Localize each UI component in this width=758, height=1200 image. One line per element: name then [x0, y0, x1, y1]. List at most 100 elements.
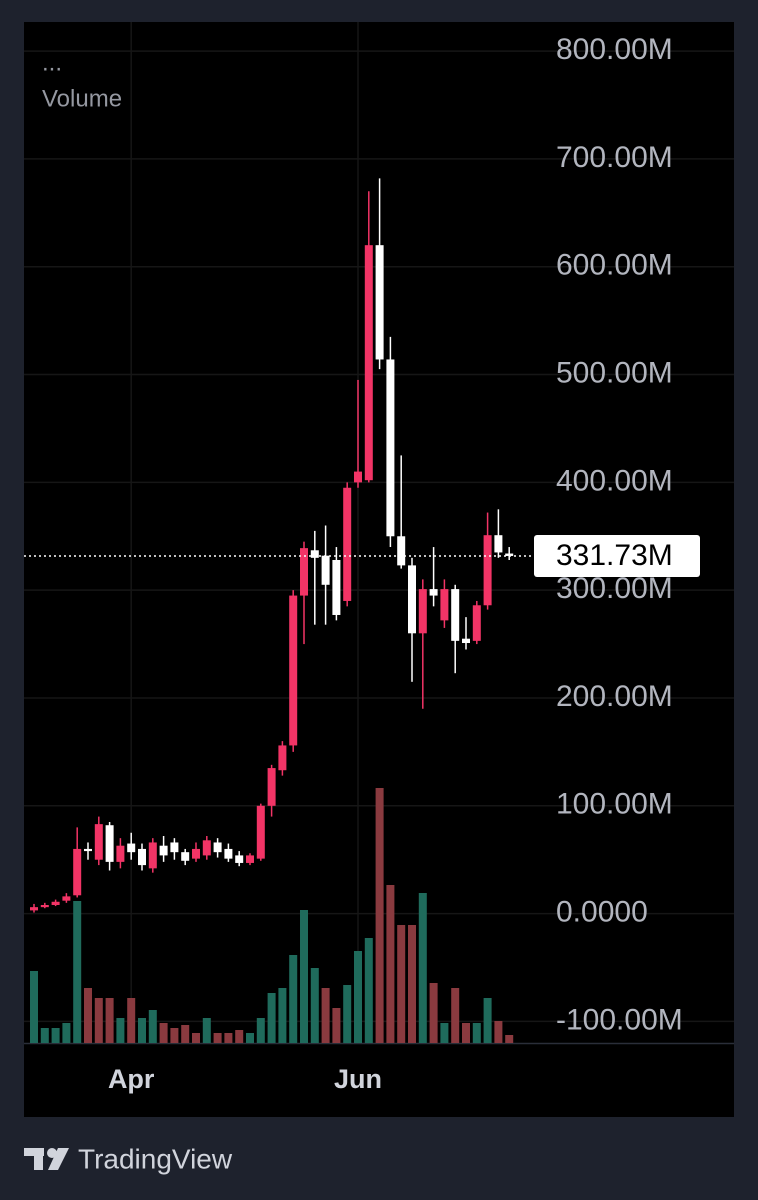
- volume-bars: [30, 788, 514, 1043]
- volume-bar: [213, 1033, 222, 1043]
- candle-body: [159, 845, 168, 856]
- labels: -100.00M 0.0000 100.00M 200.00M 300.00M 400.0…: [108, 33, 700, 1094]
- candle-body: [494, 535, 503, 553]
- volume-bar: [30, 971, 38, 1043]
- candle-body: [148, 842, 157, 869]
- last-price-label: 331.73M: [556, 539, 673, 572]
- volume-bar: [278, 988, 287, 1043]
- volume-bar: [375, 788, 384, 1043]
- volume-bar: [192, 1033, 200, 1043]
- volume-bar: [202, 1018, 211, 1043]
- candle-body: [429, 589, 438, 596]
- candle-body: [138, 848, 146, 866]
- volume-bar: [332, 1008, 341, 1043]
- volume-bar: [386, 885, 395, 1043]
- candle-body: [343, 487, 352, 601]
- candle-body: [440, 589, 449, 621]
- indicator-menu[interactable]: ...: [42, 49, 62, 76]
- volume-bar: [181, 1025, 190, 1043]
- candle-body: [127, 843, 136, 853]
- brand-logo: [24, 1148, 69, 1170]
- volume-bar: [62, 1023, 71, 1043]
- candle-body: [202, 840, 211, 856]
- candle-body: [375, 245, 384, 360]
- candle-body: [181, 852, 190, 861]
- volume-bar: [289, 955, 298, 1043]
- y-tick-label: 200.00M: [556, 680, 673, 713]
- candle-body: [462, 638, 470, 644]
- volume-bar: [418, 893, 427, 1043]
- y-tick-label: 800.00M: [556, 33, 673, 66]
- indicator-name: Volume: [42, 85, 122, 112]
- candle-body: [408, 565, 416, 634]
- candle-body: [386, 359, 395, 537]
- candle-body: [505, 553, 514, 556]
- volume-bar: [148, 1010, 157, 1043]
- volume-bar: [246, 1033, 254, 1043]
- candle-body: [310, 550, 319, 558]
- volume-bar: [397, 925, 406, 1043]
- candle-body: [62, 896, 71, 901]
- y-tick-label: 400.00M: [556, 464, 673, 497]
- candle-body: [116, 845, 125, 862]
- volume-bar: [429, 983, 438, 1043]
- candle-body: [418, 589, 427, 634]
- volume-bar: [321, 988, 330, 1043]
- candle-body: [246, 855, 254, 863]
- candle-body: [300, 548, 308, 596]
- volume-bar: [472, 1023, 481, 1043]
- last-price-badge: [534, 534, 700, 577]
- candle-body: [451, 589, 460, 641]
- candle-body: [267, 768, 276, 806]
- volume-bar: [84, 988, 92, 1043]
- volume-bar: [300, 910, 308, 1043]
- candle-body: [354, 471, 362, 483]
- volume-bar: [159, 1023, 168, 1043]
- volume-bar: [343, 985, 352, 1043]
- volume-bar: [73, 901, 82, 1043]
- volume-bar: [494, 1021, 503, 1043]
- volume-bar: [138, 1018, 146, 1043]
- candle-body: [192, 848, 200, 859]
- volume-bar: [408, 925, 416, 1043]
- volume-bar: [127, 998, 136, 1043]
- candle-body: [213, 842, 222, 853]
- y-tick-label: 100.00M: [556, 788, 673, 821]
- volume-bar: [440, 1023, 449, 1043]
- candle-body: [278, 745, 287, 771]
- candles: [24, 178, 534, 913]
- x-tick-label: Apr: [108, 1064, 155, 1094]
- x-tick-label: Jun: [334, 1064, 382, 1094]
- volume-bar: [505, 1035, 514, 1043]
- candle-body: [256, 805, 265, 859]
- y-tick-label: -100.00M: [556, 1003, 683, 1036]
- volume-bar: [256, 1018, 265, 1043]
- volume-bar: [462, 1023, 470, 1043]
- candle-body: [235, 855, 244, 863]
- y-tick-label: 600.00M: [556, 249, 673, 282]
- candle-body: [84, 848, 92, 852]
- volume-bar: [40, 1028, 49, 1043]
- volume-bar: [483, 998, 492, 1043]
- volume-bar: [310, 968, 319, 1043]
- volume-bar: [116, 1018, 125, 1043]
- candle-body: [472, 605, 481, 641]
- candle-body: [30, 907, 38, 911]
- candle-body: [170, 842, 179, 853]
- candle-body: [321, 555, 330, 585]
- volume-bar: [224, 1033, 233, 1043]
- volume-bar: [354, 951, 362, 1043]
- brand-name[interactable]: TradingView: [78, 1143, 233, 1174]
- candle-body: [332, 559, 341, 615]
- candle-body: [289, 595, 298, 746]
- y-tick-label: 0.0000: [556, 896, 648, 929]
- volume-bar: [105, 998, 114, 1043]
- candle-body: [105, 825, 114, 862]
- y-tick-label: 500.00M: [556, 356, 673, 389]
- candle-body: [94, 824, 103, 860]
- volume-bar: [451, 988, 460, 1043]
- volume-bar: [267, 993, 276, 1043]
- volume-bar: [94, 998, 103, 1043]
- y-tick-label: 300.00M: [556, 572, 673, 605]
